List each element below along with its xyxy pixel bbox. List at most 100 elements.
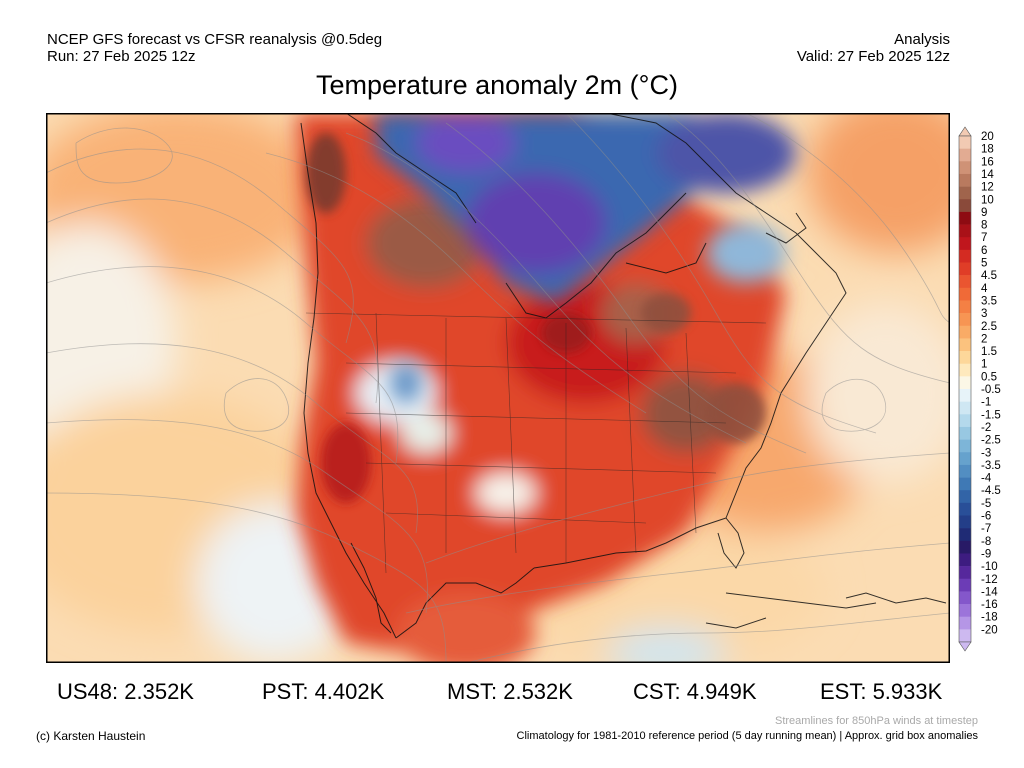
colorbar-cell (959, 616, 971, 630)
colorbar-cell (959, 553, 971, 567)
colorbar-label: 4 (981, 283, 988, 295)
colorbar-label: 10 (981, 194, 994, 206)
stat-us48: US48: 2.352K (57, 679, 194, 704)
colorbar-label: -4.5 (981, 485, 1001, 497)
colorbar-label: -3.5 (981, 460, 1001, 472)
colorbar-cell (959, 338, 971, 352)
colorbar-cell (959, 452, 971, 466)
colorbar-cell (959, 389, 971, 402)
colorbar-label: -7 (981, 523, 991, 535)
colorbar-label: 1.5 (981, 346, 997, 358)
colorbar-cell (959, 325, 971, 339)
colorbar-cell (959, 351, 971, 364)
colorbar-cell (959, 515, 971, 529)
stat-mst: MST: 2.532K (447, 679, 573, 704)
model-description: NCEP GFS forecast vs CFSR reanalysis @0.… (47, 31, 383, 48)
colorbar-label: -5 (981, 498, 991, 510)
colorbar-cell (959, 414, 971, 428)
colorbar-label: -20 (981, 624, 998, 636)
colorbar-label: -2 (981, 422, 991, 434)
colorbar-cell (959, 426, 971, 440)
colorbar-cell (959, 604, 971, 617)
colorbar: 201816141210987654.543.532.521.510.5-0.5… (958, 126, 1001, 652)
colorbar-label: -3 (981, 447, 991, 459)
colorbar-cell (959, 186, 971, 200)
colorbar-label: -10 (981, 561, 998, 573)
colorbar-label: -12 (981, 574, 998, 586)
colorbar-label: 20 (981, 131, 994, 143)
colorbar-cell (959, 173, 971, 187)
colorbar-cell (959, 262, 971, 276)
colorbar-label: -16 (981, 599, 998, 611)
colorbar-cell (959, 439, 971, 453)
colorbar-cell (959, 224, 971, 238)
cold-anomaly-fill (376, 113, 796, 403)
colorbar-cell (959, 490, 971, 504)
colorbar-cell (959, 136, 971, 149)
colorbar-label: -4 (981, 473, 992, 485)
colorbar-arrow-top (958, 126, 972, 137)
colorbar-cell (959, 275, 971, 289)
colorbar-cell (959, 401, 971, 415)
colorbar-label: 12 (981, 182, 994, 194)
colorbar-cell (959, 161, 971, 175)
colorbar-label: -8 (981, 536, 991, 548)
colorbar-label: -6 (981, 511, 991, 523)
colorbar-cell (959, 528, 971, 542)
colorbar-label: 0.5 (981, 371, 997, 383)
colorbar-label: 16 (981, 156, 994, 168)
colorbar-label: -1.5 (981, 409, 1001, 421)
valid-time: Valid: 27 Feb 2025 12z (796, 48, 950, 65)
colorbar-label: 14 (981, 169, 994, 181)
stat-pst: PST: 4.402K (262, 679, 385, 704)
colorbar-cell (959, 464, 971, 478)
colorbar-label: -2.5 (981, 435, 1001, 447)
colorbar-cell (959, 376, 971, 390)
colorbar-label: -1 (981, 397, 991, 409)
colorbar-label: 9 (981, 207, 987, 219)
colorbar-label: 5 (981, 258, 987, 270)
colorbar-label: 6 (981, 245, 987, 257)
colorbar-cell (959, 591, 971, 605)
run-time: Run: 27 Feb 2025 12z (47, 48, 196, 65)
map-title: Temperature anomaly 2m (°C) (316, 70, 678, 100)
colorbar-cell (959, 502, 971, 516)
colorbar-label: 3 (981, 308, 987, 320)
streamlines-note: Streamlines for 850hPa winds at timestep (775, 715, 978, 727)
colorbar-cell (959, 211, 971, 225)
colorbar-cell (959, 237, 971, 251)
analysis-label: Analysis (894, 31, 950, 48)
colorbar-label: 2.5 (981, 321, 997, 333)
colorbar-cell (959, 249, 971, 263)
wind-streamlines (46, 113, 950, 663)
colorbar-cell (959, 629, 971, 643)
climatology-note: Climatology for 1981-2010 reference peri… (516, 730, 978, 742)
colorbar-cell (959, 313, 971, 327)
colorbar-label: 7 (981, 232, 987, 244)
colorbar-label: 4.5 (981, 270, 997, 282)
colorbar-cell (959, 287, 971, 301)
colorbar-label: 2 (981, 333, 987, 345)
colorbar-cell (959, 566, 971, 580)
colorbar-cell (959, 148, 971, 162)
anomaly-map (46, 113, 950, 663)
map-frame (46, 113, 950, 663)
colorbar-labels: 201816141210987654.543.532.521.510.5-0.5… (981, 131, 1001, 636)
colorbar-label: -9 (981, 548, 991, 560)
colorbar-cell (959, 477, 971, 491)
stat-cst: CST: 4.949K (633, 679, 757, 704)
credit: (c) Karsten Haustein (36, 729, 146, 743)
colorbar-cell (959, 540, 971, 554)
colorbar-cell (959, 363, 971, 377)
colorbar-label: 3.5 (981, 295, 997, 307)
colorbar-cell (959, 578, 971, 592)
colorbar-label: 1 (981, 359, 987, 371)
colorbar-arrow-bottom (958, 641, 972, 652)
coastlines (300, 113, 947, 639)
stat-est: EST: 5.933K (820, 679, 943, 704)
colorbar-cell (959, 300, 971, 314)
colorbar-label: -14 (981, 586, 998, 598)
colorbar-label: 18 (981, 144, 994, 156)
colorbar-cell (959, 199, 971, 213)
state-borders (305, 312, 767, 574)
